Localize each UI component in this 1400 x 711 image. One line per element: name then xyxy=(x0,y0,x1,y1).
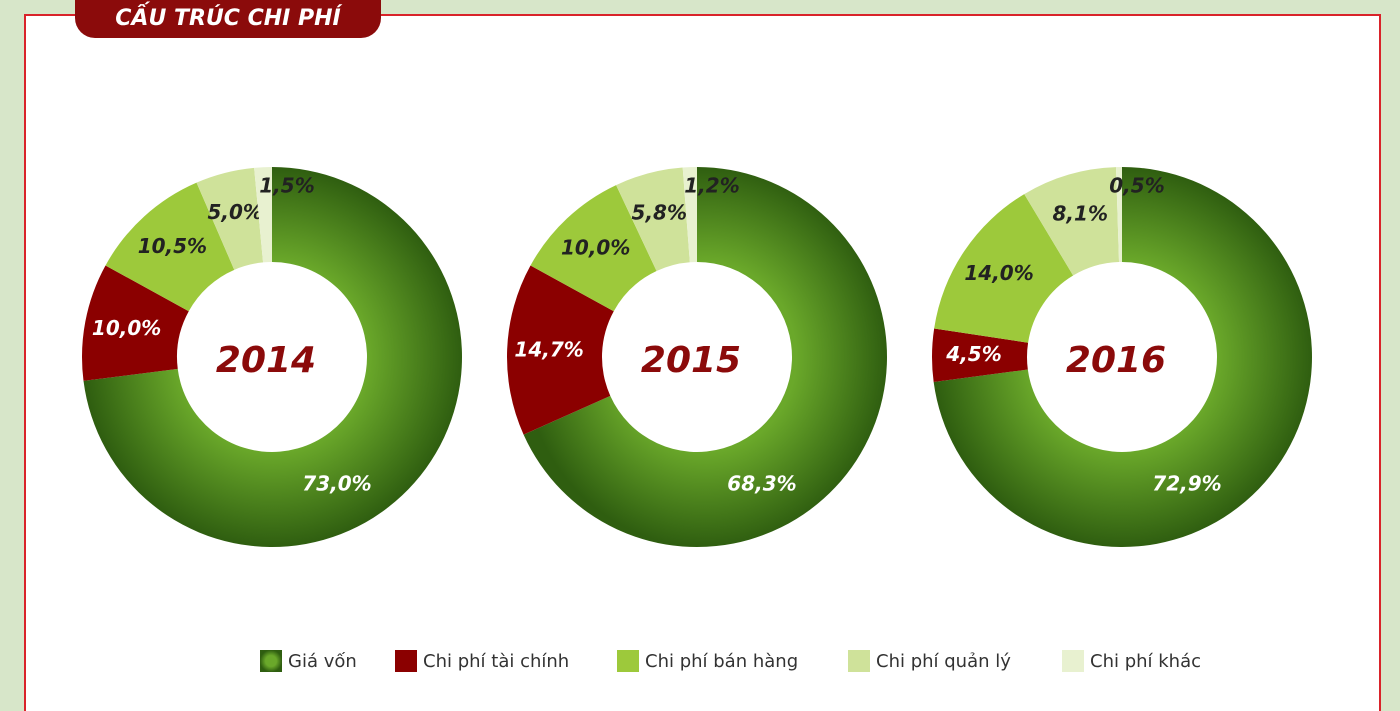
donut-center-label: 2014 xyxy=(216,340,316,381)
value-label: 14,0% xyxy=(964,261,1033,285)
value-label: 10,5% xyxy=(138,234,207,258)
legend-swatch xyxy=(848,650,870,672)
value-label: 10,0% xyxy=(92,316,161,340)
legend-label: Giá vốn xyxy=(288,651,357,672)
value-label: 73,0% xyxy=(302,472,371,496)
value-label: 1,2% xyxy=(684,174,739,198)
value-label: 5,8% xyxy=(632,200,687,224)
value-label: 72,9% xyxy=(1152,472,1221,496)
legend-swatch xyxy=(617,650,639,672)
legend-swatch xyxy=(1062,650,1084,672)
donut-center-label: 2016 xyxy=(1066,340,1166,381)
value-label: 1,5% xyxy=(259,174,314,198)
donut-center-label: 2015 xyxy=(641,340,741,381)
value-label: 14,7% xyxy=(514,337,583,361)
legend-label: Chi phí bán hàng xyxy=(645,651,798,672)
value-label: 10,0% xyxy=(561,236,630,260)
page-title: CẤU TRÚC CHI PHÍ xyxy=(115,2,342,31)
value-label: 0,5% xyxy=(1109,174,1164,198)
legend-label: Chi phí quản lý xyxy=(876,651,1011,672)
legend-swatch xyxy=(395,650,417,672)
value-label: 8,1% xyxy=(1053,202,1108,226)
legend-label: Chi phí khác xyxy=(1090,651,1201,672)
value-label: 4,5% xyxy=(945,342,1001,366)
value-label: 68,3% xyxy=(727,472,796,496)
value-label: 5,0% xyxy=(207,200,262,224)
legend-label: Chi phí tài chính xyxy=(423,651,569,672)
page: CẤU TRÚC CHI PHÍ 73,0% 10,0% 10,5%5,0%1,5%… xyxy=(0,0,1400,711)
legend-swatch xyxy=(260,650,282,672)
